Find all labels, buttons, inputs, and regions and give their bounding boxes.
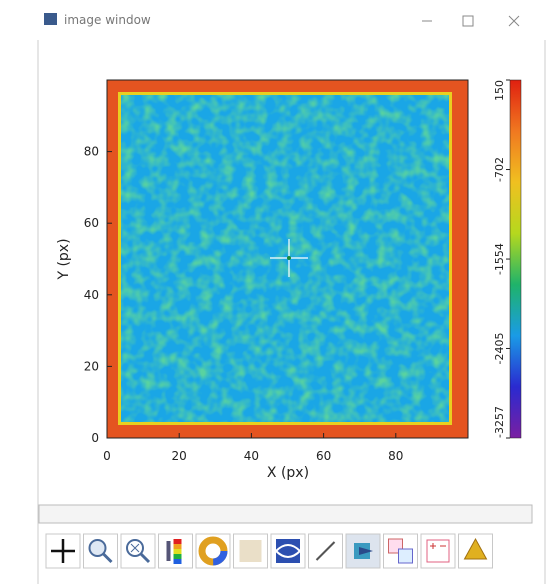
- x-tick-label: 0: [103, 449, 111, 463]
- icon: [88, 539, 107, 557]
- icon: [166, 541, 171, 561]
- icon: [463, 537, 488, 560]
- colorbar-tick-label: 150: [493, 80, 506, 101]
- y-tick-label: 80: [84, 145, 99, 159]
- colorbar-tick-label: -3257: [493, 406, 506, 438]
- x-tick-label: 20: [172, 449, 187, 463]
- toolbar: [45, 533, 493, 569]
- icon: [276, 539, 300, 563]
- y-tick-label: 20: [84, 359, 99, 373]
- colorbar-tick-label: -2405: [493, 332, 506, 364]
- icon: [398, 548, 413, 564]
- x-axis-label: X (px): [267, 465, 309, 481]
- icon: [275, 544, 302, 558]
- export-button[interactable]: [345, 533, 381, 569]
- icon: [130, 543, 140, 553]
- zoom-fit-button[interactable]: [120, 533, 156, 569]
- line-profile-button[interactable]: [308, 533, 343, 569]
- colorbar-tick-label: -702: [493, 157, 506, 182]
- status-bar: [38, 504, 533, 524]
- app-icon: [44, 13, 57, 25]
- icon: [198, 536, 228, 566]
- crosshair-button[interactable]: [45, 533, 81, 569]
- icon: [51, 539, 75, 563]
- icon: [315, 541, 336, 561]
- y-tick-label: 60: [84, 216, 99, 230]
- colorbar: [509, 79, 522, 439]
- icon: [173, 544, 182, 549]
- window-title: image window: [64, 13, 151, 27]
- plot-frame: [106, 79, 469, 439]
- y-tick-label: 40: [84, 288, 99, 302]
- y-tick-label: 0: [91, 431, 99, 445]
- icon: [102, 552, 113, 564]
- x-tick-label: 60: [316, 449, 331, 463]
- icon: [173, 554, 182, 559]
- icon: [173, 539, 182, 544]
- y-axis-label: Y (px): [56, 238, 72, 280]
- x-tick-label: 80: [388, 449, 403, 463]
- rgb-button[interactable]: [383, 533, 418, 569]
- surface-3d-button[interactable]: [458, 533, 493, 569]
- math-button[interactable]: [420, 533, 456, 569]
- zoom-in-button[interactable]: [83, 533, 118, 569]
- icon: [426, 539, 450, 563]
- icon: [239, 540, 262, 562]
- close-button[interactable]: [508, 15, 520, 27]
- icon: [430, 543, 446, 549]
- checker-button[interactable]: [233, 533, 268, 569]
- icon: [173, 549, 182, 554]
- color-wheel-button[interactable]: [195, 533, 231, 569]
- icon: [173, 559, 182, 564]
- icon: [359, 547, 373, 555]
- maximize-button[interactable]: [462, 15, 474, 27]
- title-bar: [38, 0, 553, 40]
- x-tick-label: 40: [244, 449, 259, 463]
- colorbar-tick-label: -1554: [493, 243, 506, 275]
- colormap-button[interactable]: [158, 533, 193, 569]
- crosshair-center: [287, 256, 291, 260]
- icon: [139, 552, 151, 564]
- pattern-button[interactable]: [270, 533, 306, 569]
